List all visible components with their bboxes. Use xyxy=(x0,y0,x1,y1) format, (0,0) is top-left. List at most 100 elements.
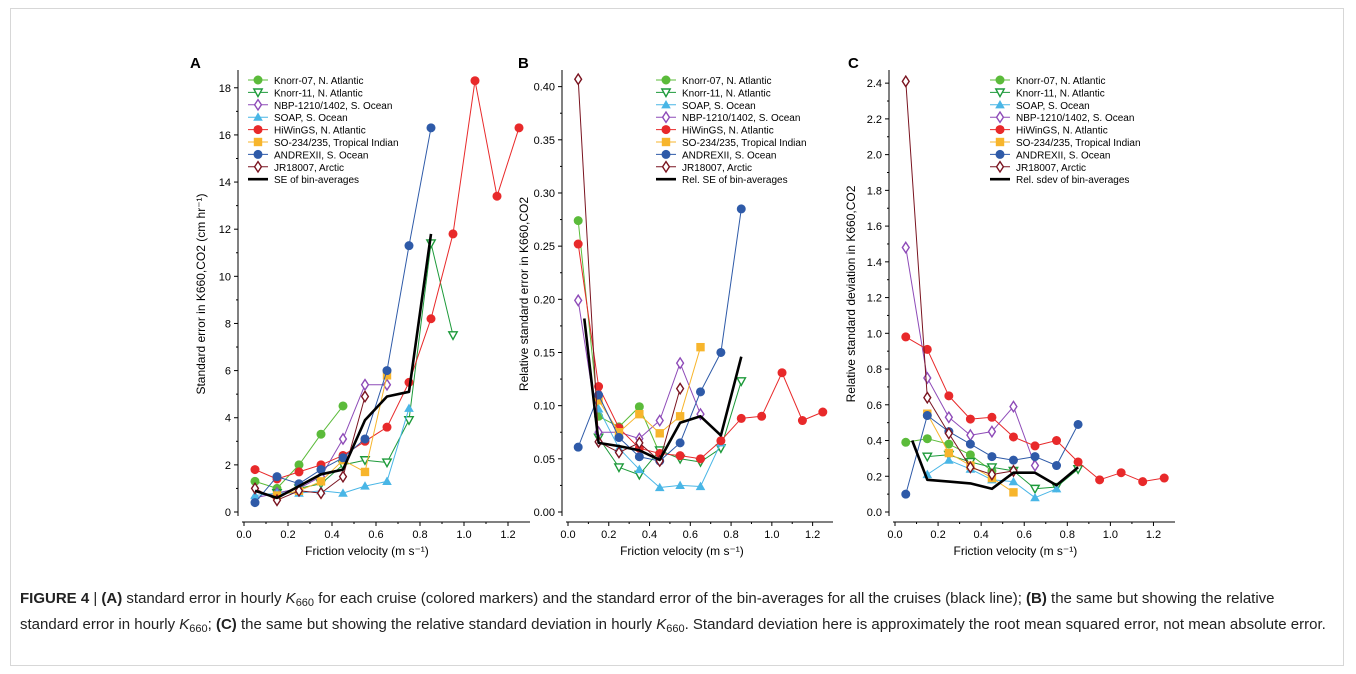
x-tick-label: 0.8 xyxy=(1060,529,1075,541)
series-line xyxy=(276,242,454,494)
y-tick-label: 18 xyxy=(219,83,231,95)
data-point xyxy=(1009,400,1018,414)
y-tick-label: 0.6 xyxy=(867,400,882,412)
data-point xyxy=(448,229,458,239)
series-so234 xyxy=(594,342,705,438)
data-point xyxy=(655,414,664,428)
legend-marker xyxy=(660,88,672,99)
caption-k-subscript-b: 660 xyxy=(189,623,208,635)
data-point xyxy=(594,396,603,405)
chart-panel-a: A 0 2 4 6 8 10 12 14 16 18 0.0 0.2 0.4 0.6 0.8 1.0 1.2 Fri… xyxy=(190,55,530,558)
data-point xyxy=(1051,483,1062,493)
data-point xyxy=(573,72,583,86)
legend-entry: HiWinGS, N. Atlantic xyxy=(1016,126,1108,137)
legend-entry: Rel. SE of bin-averages xyxy=(682,175,788,186)
series-hiwings xyxy=(573,239,828,464)
series-knorr11 xyxy=(271,239,459,499)
x-tick-label: 0.0 xyxy=(887,529,902,541)
legend-marker xyxy=(995,160,1005,174)
caption-panel-b-label: (B) xyxy=(1026,590,1047,607)
data-point xyxy=(987,467,997,481)
data-point xyxy=(316,429,326,439)
legend-entry: Knorr-11, N. Atlantic xyxy=(682,88,771,99)
series-bin xyxy=(254,233,433,500)
data-point xyxy=(1095,475,1105,485)
data-point xyxy=(360,481,370,490)
data-point xyxy=(573,442,583,452)
panel-label: A xyxy=(190,55,201,72)
y-tick-label: 1.2 xyxy=(867,293,882,305)
data-point xyxy=(1052,436,1062,446)
figure-frame xyxy=(10,8,1344,666)
x-axis-label: Friction velocity (m s⁻¹) xyxy=(620,544,744,558)
legend-entry: ANDREXII, S. Ocean xyxy=(1016,150,1110,161)
data-point xyxy=(696,342,705,352)
legend-marker xyxy=(995,137,1005,147)
y-tick-label: 0.05 xyxy=(534,454,555,466)
x-tick-label: 0.0 xyxy=(236,529,251,541)
data-point xyxy=(573,293,583,307)
legend-entry: Knorr-07, N. Atlantic xyxy=(274,76,363,87)
data-point xyxy=(1008,432,1018,442)
data-point xyxy=(1030,441,1040,451)
legend-marker xyxy=(253,125,263,135)
legend-marker xyxy=(661,100,671,109)
data-point xyxy=(1052,461,1062,471)
data-point xyxy=(818,407,828,417)
legend-marker xyxy=(661,137,671,147)
data-point xyxy=(338,470,348,484)
y-tick-label: 0.25 xyxy=(534,241,555,253)
data-point xyxy=(382,366,392,376)
data-point xyxy=(614,445,624,459)
series-line xyxy=(583,318,743,462)
data-point xyxy=(294,467,304,477)
legend-marker xyxy=(661,75,671,85)
y-tick-label: 2 xyxy=(225,460,231,472)
series-so234 xyxy=(272,371,392,500)
data-point xyxy=(901,74,911,88)
y-tick-label: 0.15 xyxy=(534,347,555,359)
data-point xyxy=(716,436,726,446)
data-point xyxy=(360,378,370,392)
data-point xyxy=(1073,457,1083,467)
y-tick-label: 1.6 xyxy=(867,221,882,233)
y-tick-label: 16 xyxy=(219,130,231,142)
data-point xyxy=(944,391,954,401)
series-andrexii xyxy=(901,411,1083,499)
legend-entry: HiWinGS, N. Atlantic xyxy=(682,126,774,137)
panel-label: C xyxy=(848,55,859,72)
data-point xyxy=(695,387,705,397)
data-point xyxy=(426,314,436,324)
data-point xyxy=(716,347,726,357)
x-tick-label: 0.8 xyxy=(723,529,738,541)
data-point xyxy=(382,476,392,485)
data-point xyxy=(294,484,304,498)
legend-marker xyxy=(661,149,671,159)
data-point xyxy=(404,241,414,251)
legend-marker xyxy=(253,160,263,174)
x-tick-label: 0.8 xyxy=(412,529,427,541)
x-axis-label: Friction velocity (m s⁻¹) xyxy=(305,544,429,558)
legend-entry: SE of bin-averages xyxy=(274,175,359,186)
caption-separator: | xyxy=(89,590,102,607)
caption-text-a1: standard error in hourly xyxy=(122,590,286,607)
data-point xyxy=(614,428,624,437)
x-tick-label: 0.4 xyxy=(974,529,989,541)
data-point xyxy=(901,437,911,447)
legend-entry: Knorr-07, N. Atlantic xyxy=(1016,76,1105,87)
data-point xyxy=(987,425,997,439)
data-point xyxy=(1030,492,1040,502)
legend-entry: ANDREXII, S. Ocean xyxy=(274,150,368,161)
data-point xyxy=(1029,484,1041,495)
data-point xyxy=(360,390,370,403)
legend-entry: SO-234/235, Tropical Indian xyxy=(274,138,399,149)
legend-entry: HiWinGS, N. Atlantic xyxy=(274,126,366,137)
x-tick-label: 0.0 xyxy=(560,529,575,541)
y-tick-label: 10 xyxy=(219,271,231,283)
data-point xyxy=(573,239,583,249)
data-point xyxy=(403,415,415,426)
data-point xyxy=(655,429,664,438)
data-point xyxy=(614,433,624,443)
